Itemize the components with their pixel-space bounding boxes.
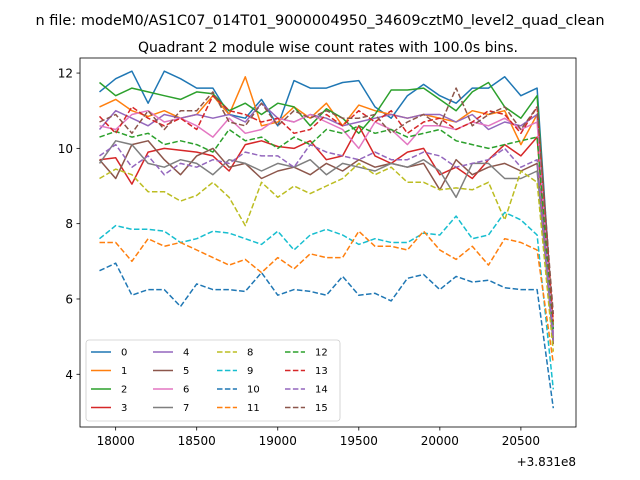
chart-title: Quadrant 2 module wise count rates with … xyxy=(138,40,518,56)
x-tick-label: 19000 xyxy=(259,434,297,448)
legend-label-1: 1 xyxy=(121,366,127,377)
series-line-13 xyxy=(98,94,555,322)
legend-label-8: 8 xyxy=(247,348,253,359)
series-line-2 xyxy=(99,81,555,337)
legend-label-5: 5 xyxy=(183,366,189,377)
series-line-9 xyxy=(99,211,555,390)
series-line-15 xyxy=(99,87,555,315)
legend-label-12: 12 xyxy=(315,348,328,359)
x-tick-label: 18500 xyxy=(178,434,216,448)
series-line-5 xyxy=(98,140,555,345)
y-tick-label: 8 xyxy=(65,217,73,231)
x-tick-label: 20000 xyxy=(421,434,459,448)
legend-label-9: 9 xyxy=(247,366,253,377)
y-tick-label: 12 xyxy=(58,67,73,81)
y-tick-label: 6 xyxy=(65,292,73,306)
legend-label-14: 14 xyxy=(315,385,328,396)
series-line-1 xyxy=(99,76,555,326)
series-line-7 xyxy=(98,140,555,341)
figure-suptitle: n file: modeM0/AS1C07_014T01_9000004950_… xyxy=(35,13,604,29)
lines-layer xyxy=(98,70,555,409)
series-line-14 xyxy=(99,143,555,341)
legend-label-4: 4 xyxy=(183,348,189,359)
legend-label-15: 15 xyxy=(315,403,328,414)
x-tick-label: 19500 xyxy=(340,434,378,448)
y-tick-label: 10 xyxy=(58,142,73,156)
legend-label-13: 13 xyxy=(315,366,328,377)
legend-label-0: 0 xyxy=(121,348,127,359)
legend-label-2: 2 xyxy=(121,385,127,396)
legend-label-7: 7 xyxy=(183,403,189,414)
axes-frame xyxy=(79,57,577,428)
series-line-6 xyxy=(99,109,555,337)
series-line-12 xyxy=(99,125,555,330)
legend-label-11: 11 xyxy=(247,403,260,414)
legend-label-6: 6 xyxy=(183,385,189,396)
x-offset-label: +3.831e8 xyxy=(517,455,576,469)
series-line-11 xyxy=(99,230,555,364)
legend-label-3: 3 xyxy=(121,403,127,414)
legend-label-10: 10 xyxy=(247,385,260,396)
series-line-8 xyxy=(99,162,555,352)
series-line-10 xyxy=(99,262,555,409)
x-tick-label: 18000 xyxy=(97,434,135,448)
y-tick-label: 4 xyxy=(65,368,73,382)
legend-frame xyxy=(85,339,341,422)
x-tick-label: 20500 xyxy=(502,434,540,448)
